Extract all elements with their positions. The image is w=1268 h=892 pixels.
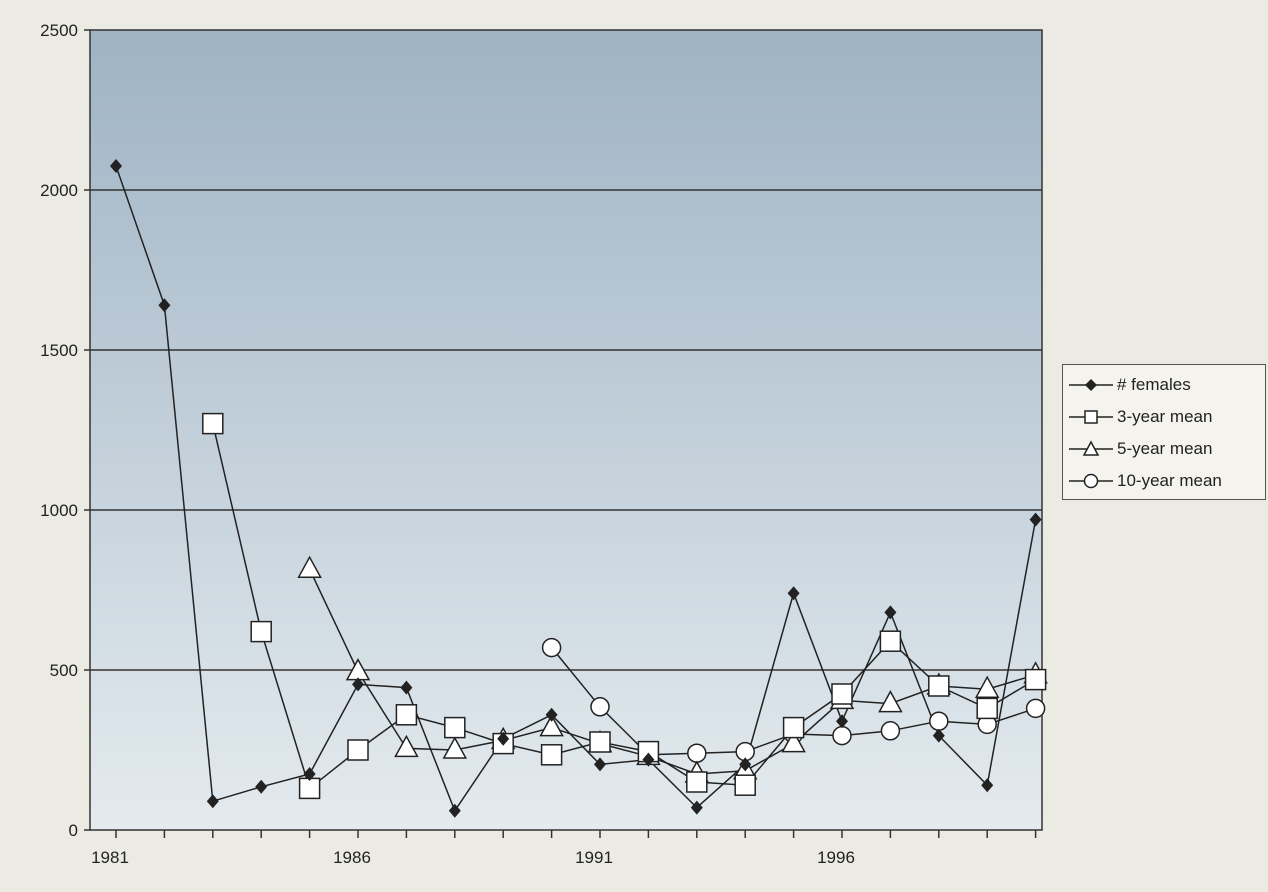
data-point xyxy=(255,779,268,794)
data-point xyxy=(347,739,369,761)
data-point xyxy=(539,714,564,737)
triangle-marker-icon xyxy=(1069,440,1113,456)
data-point xyxy=(202,412,224,435)
data-point xyxy=(831,683,853,705)
legend-label: # females xyxy=(1117,375,1191,394)
data-point xyxy=(880,721,901,741)
data-point xyxy=(110,159,122,173)
data-point xyxy=(497,731,510,746)
data-point xyxy=(250,620,272,643)
data-point xyxy=(352,677,364,692)
series-layer xyxy=(110,159,1048,818)
y-tick-label: 0 xyxy=(69,821,78,840)
data-point xyxy=(929,711,949,731)
x-tick-label: 1986 xyxy=(333,848,371,867)
square-marker-icon xyxy=(1069,410,1113,424)
legend-label: 10-year mean xyxy=(1117,471,1222,490)
legend-item-10-year-mean: 10-year mean xyxy=(1069,465,1265,497)
data-point xyxy=(394,734,419,758)
data-point xyxy=(541,637,562,658)
data-point xyxy=(976,697,998,720)
data-point xyxy=(594,757,606,772)
data-point xyxy=(206,794,219,809)
data-point xyxy=(298,777,321,800)
data-point xyxy=(690,800,703,815)
data-point xyxy=(687,743,707,763)
data-point xyxy=(395,704,418,726)
legend-label: 3-year mean xyxy=(1117,407,1213,426)
data-point xyxy=(782,716,805,739)
legend-label: 5-year mean xyxy=(1117,439,1213,458)
legend: # females 3-year mean 5-year mean 10-yea… xyxy=(1062,364,1266,500)
diamond-marker-icon xyxy=(1069,379,1113,391)
data-point xyxy=(781,730,806,753)
data-point xyxy=(836,714,848,729)
x-tick-label: 1991 xyxy=(575,848,613,867)
data-point xyxy=(1029,512,1042,527)
data-point xyxy=(686,771,708,793)
data-point xyxy=(303,767,316,781)
data-point xyxy=(981,778,994,793)
data-point xyxy=(1025,698,1046,719)
plot-area xyxy=(89,29,1043,831)
data-point xyxy=(974,675,1000,698)
data-point xyxy=(734,774,756,796)
y-tick-label: 1000 xyxy=(40,501,78,520)
data-point xyxy=(787,586,800,601)
data-point xyxy=(928,675,950,697)
y-tick-label: 500 xyxy=(50,661,78,680)
y-tick-label: 2500 xyxy=(40,21,78,40)
data-point xyxy=(589,731,611,753)
data-point xyxy=(442,736,468,759)
markers-diamond xyxy=(110,159,1042,818)
data-point xyxy=(879,630,902,652)
y-tick-label: 2000 xyxy=(40,181,78,200)
gridlines xyxy=(90,189,1042,671)
data-point xyxy=(545,707,558,722)
data-point xyxy=(444,716,466,739)
data-point xyxy=(884,605,897,620)
x-tick-label: 1996 xyxy=(817,848,855,867)
legend-item-5-year-mean: 5-year mean xyxy=(1069,433,1265,465)
data-point xyxy=(878,690,903,713)
data-point xyxy=(590,697,610,717)
data-point xyxy=(642,752,655,767)
data-point xyxy=(832,725,852,746)
data-point xyxy=(297,555,322,578)
data-point xyxy=(932,728,945,743)
data-point xyxy=(158,298,171,313)
axes: 0 500 1000 1500 2000 2500 1981 1986 1991 1996 xyxy=(40,21,1037,867)
data-point xyxy=(540,744,563,766)
x-tick-label: 1981 xyxy=(91,848,129,867)
data-point xyxy=(739,757,752,772)
data-point xyxy=(400,680,413,695)
data-point xyxy=(1024,668,1047,691)
circle-marker-icon xyxy=(1069,473,1113,489)
legend-item-females: # females xyxy=(1069,369,1265,401)
y-tick-label: 1500 xyxy=(40,341,78,360)
data-point xyxy=(448,803,461,818)
legend-item-3-year-mean: 3-year mean xyxy=(1069,401,1265,433)
